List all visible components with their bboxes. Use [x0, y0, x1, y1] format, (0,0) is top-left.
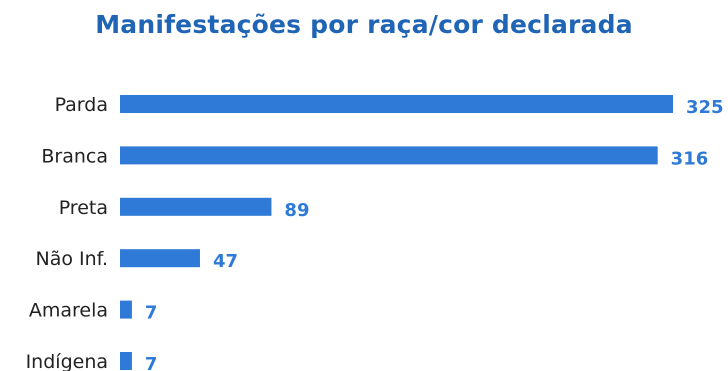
- value-label: 325: [686, 97, 724, 118]
- bar-n-o-inf-: [120, 249, 200, 268]
- category-label: Não Inf.: [35, 248, 108, 270]
- category-label: Branca: [41, 145, 108, 167]
- value-label: 89: [284, 200, 309, 221]
- category-label: Amarela: [29, 300, 108, 322]
- category-label: Indígena: [26, 351, 108, 371]
- bar-amarela: [120, 300, 132, 319]
- bar-ind-gena: [120, 352, 132, 370]
- bar-parda: [120, 95, 673, 113]
- value-label: 316: [671, 148, 709, 169]
- chart-title: Manifestações por raça/cor declarada: [95, 10, 633, 39]
- category-label: Parda: [55, 94, 108, 116]
- value-label: 7: [145, 303, 158, 324]
- value-label: 7: [145, 354, 158, 371]
- category-label: Preta: [59, 197, 108, 219]
- bar-preta: [120, 197, 272, 216]
- bar-branca: [120, 146, 658, 165]
- value-label: 47: [213, 251, 238, 272]
